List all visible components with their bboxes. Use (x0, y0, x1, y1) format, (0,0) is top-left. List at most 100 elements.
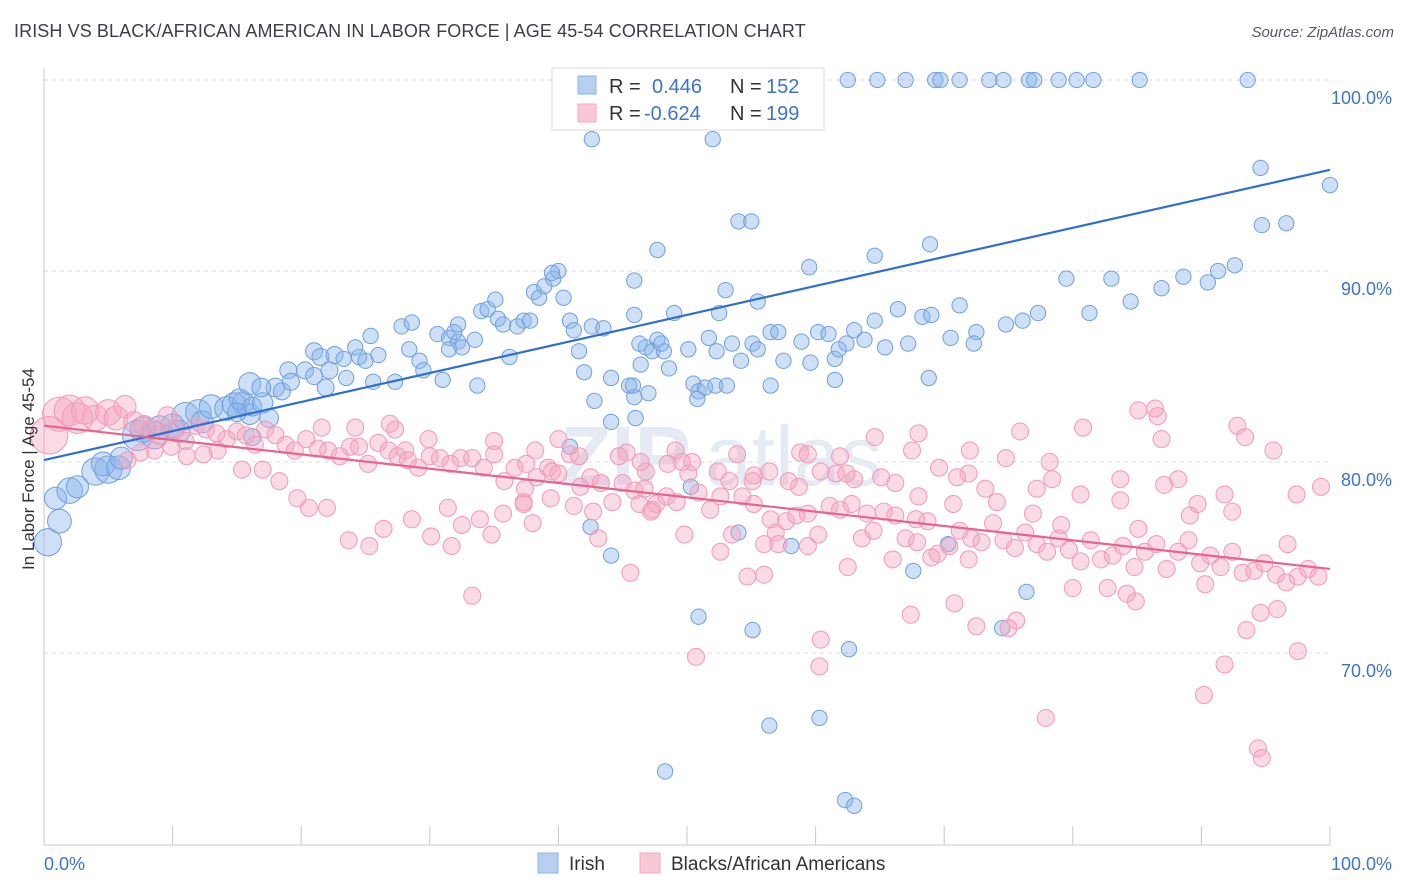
irish-point (251, 377, 272, 398)
black-point (1016, 523, 1035, 542)
black-point (1299, 559, 1318, 578)
irish-point (575, 364, 593, 381)
black-point (1223, 542, 1242, 561)
irish-point (1014, 312, 1031, 329)
black-point (1023, 504, 1042, 523)
black-point (288, 489, 307, 508)
black-point (485, 431, 504, 450)
irish-point (583, 131, 600, 148)
black-point (1169, 470, 1188, 489)
black-point (1111, 491, 1130, 510)
black-point (930, 458, 949, 477)
irish-point (632, 356, 649, 373)
irish-point (869, 71, 886, 89)
irish-point (1029, 304, 1047, 322)
legend-black-r-label: R = (609, 103, 641, 125)
black-point (145, 441, 164, 460)
irish-point (932, 71, 949, 89)
black-point (346, 418, 365, 437)
irish-point (995, 71, 1012, 89)
irish-point (602, 413, 620, 431)
irish-point (744, 621, 761, 639)
black-point (791, 443, 810, 462)
black-point (658, 454, 677, 473)
irish-point (473, 302, 490, 320)
black-point (1237, 621, 1256, 640)
irish-point (586, 392, 603, 410)
irish-point (626, 272, 643, 289)
black-point (1092, 550, 1111, 569)
black-point (858, 504, 877, 523)
black-point (683, 453, 702, 471)
black-point (728, 445, 747, 464)
black-point (1038, 542, 1057, 561)
black-point (945, 594, 964, 613)
black-point (744, 466, 763, 485)
irish-point (826, 350, 844, 368)
irish-point (81, 457, 110, 486)
irish-point (602, 547, 620, 564)
black-point (787, 506, 806, 525)
irish-point (281, 372, 300, 391)
irish-point (761, 717, 778, 734)
irish-point (446, 323, 463, 341)
black-point (256, 420, 275, 439)
legend-black-r-value: -0.624 (644, 103, 701, 125)
black-point (1129, 519, 1148, 538)
irish-point (347, 339, 364, 356)
black-point (743, 472, 762, 491)
irish-point (1058, 270, 1075, 287)
black-point (959, 550, 978, 569)
black-point (350, 437, 369, 456)
irish-point (649, 241, 666, 259)
legend-irish-r-value: 0.446 (652, 76, 702, 98)
black-point (972, 533, 991, 552)
irish-point (631, 335, 648, 352)
irish-point (466, 331, 483, 348)
irish-point (1050, 71, 1067, 89)
chart-title: IRISH VS BLACK/AFRICAN AMERICAN IN LABOR… (14, 21, 806, 41)
irish-point (749, 341, 766, 358)
black-point (708, 462, 727, 481)
black-point (976, 479, 995, 498)
irish-point (65, 475, 89, 499)
irish-point (1068, 71, 1085, 89)
irish-point (743, 213, 760, 230)
black-point (967, 617, 986, 636)
black-point (1152, 430, 1171, 449)
black-point (1264, 441, 1283, 460)
irish-point (717, 281, 734, 299)
black-point (738, 567, 757, 586)
black-point (769, 535, 788, 554)
irish-point (56, 477, 83, 504)
black-point (883, 550, 902, 569)
irish-point (109, 446, 133, 470)
black-point (779, 472, 798, 491)
black-point (842, 495, 861, 514)
black-point (319, 441, 338, 460)
black-point (236, 426, 255, 445)
irish-point (570, 343, 588, 360)
irish-point (718, 377, 736, 394)
irish-point (47, 508, 72, 534)
irish-point (993, 620, 1011, 637)
irish-point (316, 378, 335, 397)
black-point (666, 441, 685, 460)
black-point (641, 502, 660, 521)
irish-point (370, 346, 387, 364)
bottom-legend-black: Blacks/African Americans (671, 854, 885, 875)
black-point (1278, 535, 1297, 554)
irish-point (889, 301, 907, 318)
black-point (29, 416, 69, 455)
irish-point (846, 797, 863, 814)
black-point (1007, 611, 1026, 630)
irish-point (1026, 71, 1043, 89)
irish-point (305, 367, 324, 386)
black-point (1071, 552, 1090, 571)
irish-point (1122, 293, 1139, 310)
series-black-points (29, 394, 1330, 768)
irish-point (272, 382, 291, 401)
black-point (380, 414, 399, 433)
black-point (901, 605, 920, 624)
black-point (1236, 428, 1255, 447)
